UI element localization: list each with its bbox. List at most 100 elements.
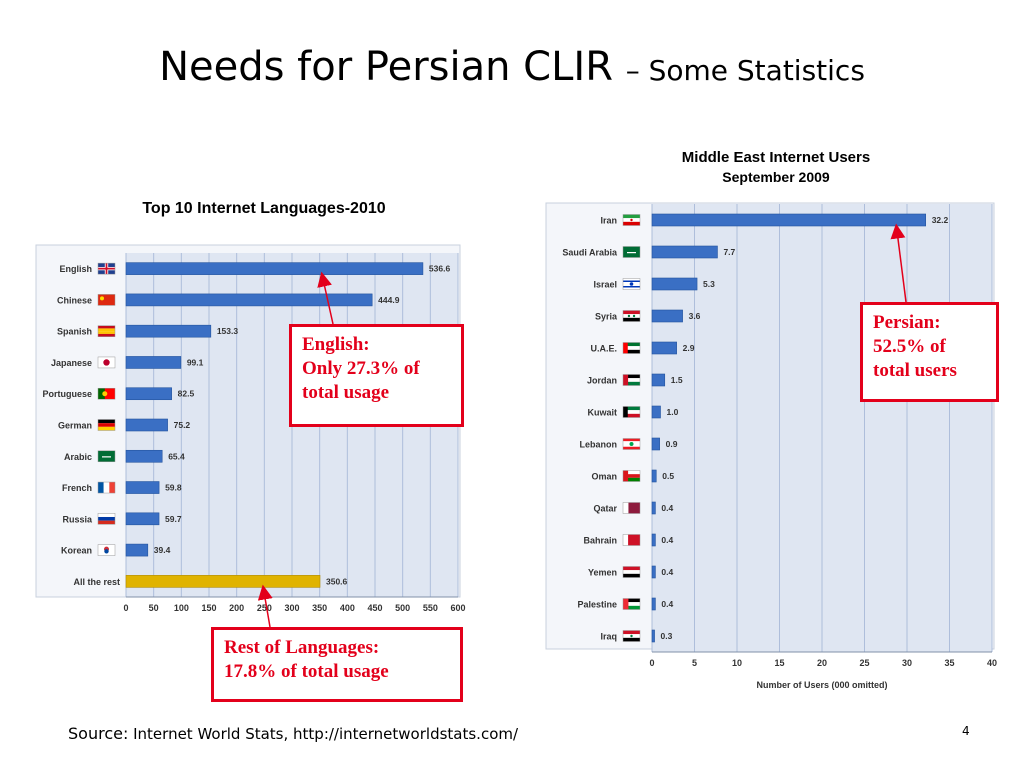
- x-tick-label: 350: [312, 603, 327, 613]
- qatar-flag-icon: [622, 502, 641, 514]
- rest-callout-line: Rest of Languages:: [224, 637, 380, 658]
- category-label: Saudi Arabia: [562, 248, 618, 258]
- x-tick-label: 300: [284, 603, 299, 613]
- x-tick-label: 35: [944, 658, 954, 668]
- slide-title: Needs for Persian CLIR – Some Statistics: [0, 44, 1024, 90]
- korea-flag-icon: [97, 544, 116, 556]
- data-label: 444.9: [378, 295, 400, 305]
- data-label: 0.4: [661, 599, 673, 609]
- data-label: 350.6: [326, 576, 348, 586]
- bar: [651, 373, 666, 387]
- bar: [651, 469, 657, 483]
- bar: [125, 481, 160, 494]
- category-label: Israel: [593, 280, 617, 290]
- yemen-flag-icon: [622, 566, 641, 578]
- data-label: 59.8: [165, 483, 182, 493]
- category-label: Syria: [595, 312, 618, 322]
- iran-flag-icon: [622, 214, 641, 226]
- saudi-flag-icon: [97, 450, 116, 463]
- spain-flag-icon: [97, 325, 116, 337]
- uae-flag-icon: [622, 342, 641, 354]
- rest-callout-line: 17.8% of total usage: [224, 661, 389, 682]
- persian-callout-line: 52.5% of: [873, 336, 946, 357]
- saudi-flag-icon: [622, 246, 641, 258]
- x-tick-label: 25: [859, 658, 869, 668]
- bar: [651, 533, 656, 547]
- portugal-flag-icon: [97, 387, 116, 400]
- data-label: 0.5: [662, 471, 674, 481]
- palestine-flag-icon: [622, 598, 641, 610]
- page-number: 4: [962, 724, 970, 738]
- category-label: All the rest: [73, 577, 120, 587]
- data-label: 2.9: [683, 343, 695, 353]
- category-label: English: [59, 264, 92, 274]
- data-label: 32.2: [932, 215, 949, 225]
- data-label: 0.4: [661, 535, 673, 545]
- category-label: Palestine: [577, 600, 617, 610]
- israel-flag-icon: [622, 278, 641, 290]
- x-tick-label: 550: [423, 603, 438, 613]
- bar: [651, 309, 683, 323]
- data-label: 1.0: [667, 407, 679, 417]
- source-citation: Source: Internet World Stats, http://int…: [68, 724, 518, 743]
- x-tick-label: 0: [123, 603, 128, 613]
- data-label: 0.4: [661, 503, 673, 513]
- category-label: Japanese: [51, 358, 92, 368]
- slide-title-main: Needs for Persian CLIR: [159, 44, 613, 90]
- kuwait-flag-icon: [622, 406, 641, 418]
- x-axis-label: Number of Users (000 omitted): [756, 680, 887, 690]
- category-label: Oman: [591, 472, 617, 482]
- category-label: Portuguese: [42, 389, 92, 399]
- germany-flag-icon: [97, 419, 116, 431]
- category-label: Arabic: [64, 452, 92, 462]
- data-label: 5.3: [703, 279, 715, 289]
- bar: [125, 512, 160, 526]
- x-tick-label: 15: [774, 658, 784, 668]
- bar: [125, 543, 149, 557]
- bar: [651, 501, 656, 515]
- chart-title: Middle East Internet Users: [682, 149, 870, 166]
- bar: [651, 341, 677, 355]
- data-label: 536.6: [429, 264, 451, 274]
- x-tick-label: 500: [395, 603, 410, 613]
- category-label: Korean: [61, 546, 92, 556]
- category-label: Chinese: [57, 295, 92, 305]
- bar: [651, 405, 661, 419]
- x-tick-label: 5: [692, 658, 697, 668]
- data-label: 59.7: [165, 514, 182, 524]
- persian-callout-line: total users: [873, 360, 957, 381]
- bar: [651, 565, 656, 579]
- japan-flag-icon: [97, 356, 116, 369]
- x-tick-label: 150: [201, 603, 216, 613]
- category-label: Qatar: [593, 504, 617, 514]
- bar: [125, 262, 424, 275]
- category-label: German: [58, 421, 92, 431]
- bar: [651, 437, 660, 451]
- data-label: 1.5: [671, 375, 683, 385]
- data-label: 99.1: [187, 357, 204, 367]
- slide-title-sub: – Some Statistics: [625, 54, 865, 87]
- category-label: Bahrain: [583, 536, 617, 546]
- data-label: 0.3: [661, 631, 673, 641]
- oman-flag-icon: [622, 470, 641, 482]
- x-tick-label: 10: [732, 658, 742, 668]
- data-label: 3.6: [689, 311, 701, 321]
- bar: [125, 293, 373, 307]
- bar: [125, 387, 172, 401]
- english-callout-line: Only 27.3% of: [302, 358, 420, 379]
- bahrain-flag-icon: [622, 534, 641, 546]
- category-label: Russia: [62, 514, 93, 524]
- iraq-flag-icon: [622, 630, 641, 642]
- english-callout-line: total usage: [302, 382, 390, 403]
- data-label: 39.4: [154, 545, 171, 555]
- category-label: Spanish: [57, 327, 92, 337]
- syria-flag-icon: [622, 310, 641, 322]
- bar: [651, 597, 656, 611]
- source-text: Internet World Stats, http://internetwor…: [133, 725, 519, 743]
- english-callout-line: English:: [302, 334, 370, 355]
- persian-callout: Persian: 52.5% of total users: [860, 302, 999, 402]
- chart-title: Top 10 Internet Languages-2010: [142, 200, 385, 217]
- category-label: U.A.E.: [590, 344, 617, 354]
- bar: [125, 449, 163, 463]
- x-tick-label: 50: [149, 603, 159, 613]
